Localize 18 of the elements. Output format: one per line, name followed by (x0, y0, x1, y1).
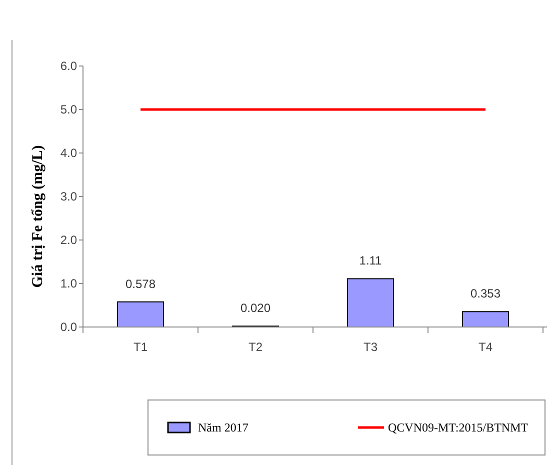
y-tick-label: 1.0 (60, 276, 78, 291)
x-tick-label: T4 (478, 340, 493, 354)
y-tick-label: 5.0 (60, 102, 78, 117)
x-tick-label: T2 (248, 340, 263, 354)
x-tick-label: T1 (133, 340, 148, 354)
y-tick-label: 2.0 (60, 233, 78, 248)
y-tick-label: 0.0 (60, 320, 78, 334)
y-tick-label: 4.0 (60, 146, 78, 160)
x-tick-label: T3 (363, 340, 378, 354)
data-label: 0.353 (470, 286, 501, 301)
y-tick-label: 6.0 (60, 59, 78, 74)
legend-label: QCVN09-MT:2015/BTNMT (388, 420, 529, 435)
y-tick-label: 3.0 (60, 190, 78, 204)
legend-label: Năm 2017 (198, 420, 248, 435)
data-label: 0.020 (240, 301, 271, 316)
data-label: 0.578 (125, 276, 156, 291)
data-label: 1.11 (359, 254, 382, 268)
y-axis-title: Giá trị Fe tổng (mg/L) (30, 145, 46, 288)
